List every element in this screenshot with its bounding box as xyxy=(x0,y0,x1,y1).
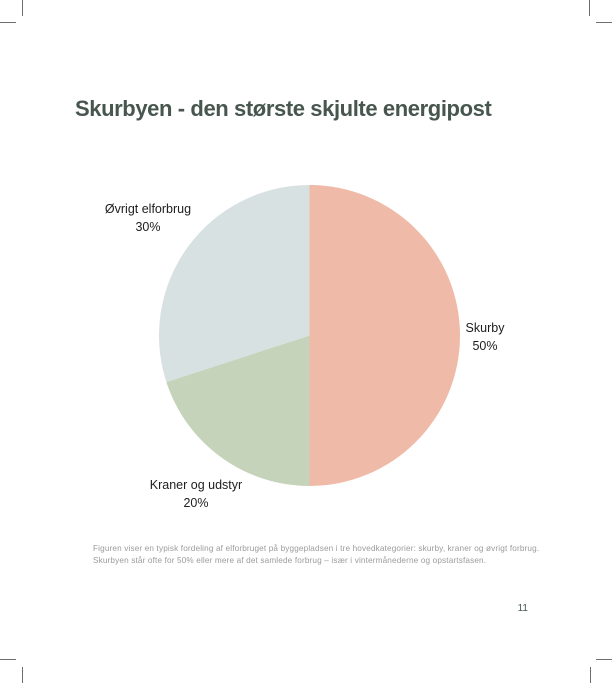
crop-mark-top-right-vertical-icon xyxy=(589,0,590,16)
pie-label-skurby: Skurby 50% xyxy=(435,319,535,355)
pie-label-value: 20% xyxy=(183,496,209,510)
pie-label-value: 50% xyxy=(472,339,498,353)
pie-label-text: Skurby xyxy=(465,321,505,335)
crop-mark-top-left-vertical-icon xyxy=(22,0,23,16)
crop-mark-top-right-horizontal-icon xyxy=(596,22,612,23)
crop-mark-bottom-right-vertical-icon xyxy=(590,667,591,683)
pie-slice-2 xyxy=(159,185,310,383)
crop-mark-bottom-left-vertical-icon xyxy=(22,667,23,683)
pie-label-ovrigt-elforbrug: Øvrigt elforbrug 30% xyxy=(68,200,228,236)
pie-label-kraner-og-udstyr: Kraner og udstyr 20% xyxy=(116,476,276,512)
pie-label-value: 30% xyxy=(135,220,161,234)
pie-slice-0 xyxy=(309,185,460,486)
pie-label-text: Kraner og udstyr xyxy=(149,478,243,492)
figure-caption: Figuren viser en typisk fordeling af elf… xyxy=(93,544,540,565)
crop-mark-top-left-horizontal-icon xyxy=(0,22,16,23)
page-number: 11 xyxy=(517,603,528,614)
pie-chart xyxy=(159,185,460,486)
page-title: Skurbyen - den største skjulte energipos… xyxy=(75,96,492,121)
pie-slice-1 xyxy=(166,335,310,486)
crop-mark-bottom-left-horizontal-icon xyxy=(0,659,16,660)
crop-mark-bottom-right-horizontal-icon xyxy=(596,659,612,660)
pie-label-text: Øvrigt elforbrug xyxy=(104,202,192,216)
